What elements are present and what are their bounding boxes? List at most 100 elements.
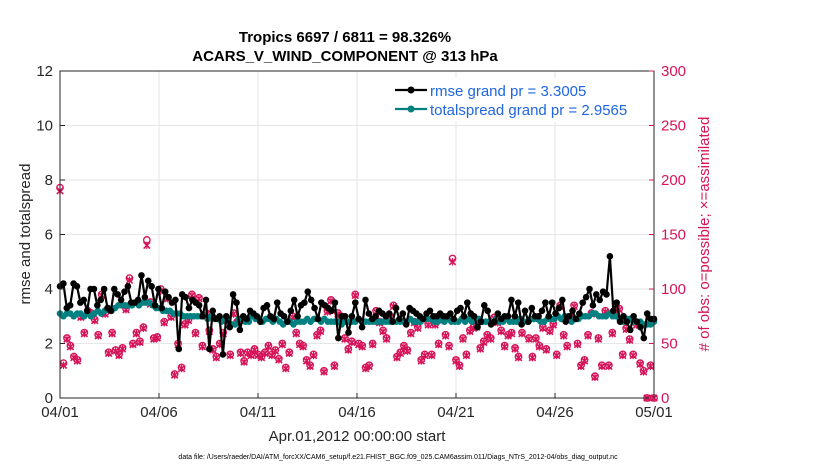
obs-assimilated-point <box>108 329 116 338</box>
obs-assimilated-point <box>136 338 144 347</box>
rmse-point <box>144 277 152 285</box>
rmse-point <box>253 312 261 320</box>
obs-assimilated-point <box>424 321 432 329</box>
rmse-point <box>613 299 620 306</box>
rmse-point <box>195 302 203 309</box>
rmse-point <box>165 293 172 301</box>
obs-assimilated-point <box>448 257 457 266</box>
obs-assimilated-point <box>254 351 262 360</box>
chart-title: Tropics 6697 / 6811 = 98.326% <box>239 29 451 46</box>
y-axis-left: 0 2 4 6 8 10 12 <box>36 63 65 407</box>
obs-assimilated-point <box>500 343 509 351</box>
y-right-tick-label: 150 <box>661 227 686 244</box>
obs-assimilated-point <box>170 371 179 379</box>
rmse-point <box>270 315 278 323</box>
obs-assimilated-point <box>80 329 89 338</box>
obs-assimilated-point <box>282 364 290 373</box>
obs-assimilated-point <box>348 338 356 347</box>
rmse-point <box>484 307 491 315</box>
rmse-point <box>565 312 573 320</box>
obs-assimilated-point <box>417 357 426 365</box>
rmse-point <box>263 302 271 309</box>
x-tick-label: 04/21 <box>437 404 475 421</box>
rmse-point <box>372 312 379 320</box>
rmse-point <box>460 312 468 320</box>
x-tick-label: 04/06 <box>140 404 178 421</box>
obs-assimilated-point <box>240 358 248 366</box>
obs-assimilated-point <box>497 327 505 336</box>
y-axis-right-label: # of obs: o=possible; ×=assimilated <box>696 117 713 352</box>
rmse-point <box>426 307 434 315</box>
obs-assimilated-point <box>153 334 162 342</box>
obs-assimilated-point <box>396 349 405 358</box>
rmse-point <box>94 302 101 309</box>
rmse-point <box>185 304 193 312</box>
rmse-point <box>559 296 566 304</box>
chart-subtitle: ACARS_V_WIND_COMPONENT @ 313 hPa <box>192 48 498 65</box>
rmse-point <box>623 318 631 326</box>
legend-totalspread-marker <box>407 105 415 113</box>
obs-assimilated-point <box>295 340 304 349</box>
obs-assimilated-point <box>594 335 603 343</box>
rmse-point <box>474 323 481 331</box>
rmse-point <box>280 312 288 320</box>
rmse-point <box>528 304 536 312</box>
rmse-point <box>389 318 396 326</box>
rmse-point <box>141 293 149 301</box>
x-axis-label: Apr.01,2012 00:00:00 start <box>269 428 447 445</box>
rmse-point <box>508 296 515 304</box>
y-left-tick-label: 8 <box>45 172 53 189</box>
y-left-tick-label: 4 <box>45 281 53 298</box>
legend-rmse-label: rmse grand pr = 3.3005 <box>430 83 586 100</box>
obs-assimilated-point <box>292 329 300 338</box>
rmse-point <box>284 318 291 326</box>
data-file-footer: data file: /Users/raeder/DAI/ATM_forcXX/… <box>178 454 618 461</box>
rmse-point <box>470 312 478 320</box>
rmse-point <box>331 299 339 306</box>
rmse-point <box>521 307 529 315</box>
obs-assimilated-point <box>598 362 606 371</box>
obs-assimilated-point <box>320 368 328 376</box>
obs-assimilated-point <box>539 324 547 333</box>
obs-assimilated-point <box>160 319 168 327</box>
obs-assimilated-point <box>445 343 453 351</box>
obs-assimilated-point <box>546 327 554 336</box>
rmse-point <box>328 307 335 315</box>
rmse-point <box>555 304 563 312</box>
obs-assimilated-point <box>243 349 252 358</box>
rmse-point <box>480 302 488 309</box>
obs-assimilated-point <box>368 340 377 349</box>
obs-assimilated-point <box>486 335 495 343</box>
rmse-point <box>294 312 301 320</box>
obs-assimilated-point <box>379 327 387 336</box>
obs-assimilated-point <box>63 335 71 343</box>
obs-assimilated-point <box>344 346 353 354</box>
rmse-point <box>643 310 651 317</box>
rmse-point <box>138 272 145 279</box>
obs-assimilated-point <box>528 353 537 362</box>
x-tick-label: 05/01 <box>635 404 673 421</box>
x-tick-label: 04/26 <box>536 404 574 421</box>
obs-assimilated-point <box>236 349 245 358</box>
obs-assimilated-point <box>143 241 151 250</box>
obs-assimilated-point <box>354 340 363 349</box>
obs-assimilated-point <box>577 362 585 371</box>
rmse-point <box>182 293 189 301</box>
rmse-point <box>633 318 641 326</box>
obs-assimilated-point <box>580 357 589 365</box>
rmse-point <box>352 299 359 306</box>
rmse-point <box>548 299 556 306</box>
obs-assimilated-point <box>462 351 471 360</box>
rmse-point <box>117 296 125 304</box>
legend-rmse-marker <box>407 86 415 94</box>
rmse-point <box>209 307 217 315</box>
y-right-tick-label: 300 <box>661 63 686 80</box>
obs-assimilated-point <box>261 349 269 358</box>
rmse-point <box>603 291 610 298</box>
obs-assimilated-point <box>591 373 599 382</box>
obs-assimilated-point <box>563 343 571 351</box>
x-tick-label: 04/11 <box>240 404 276 421</box>
x-tick-label: 04/01 <box>41 404 79 421</box>
y-axis-left-label: rmse and totalspread <box>17 164 34 305</box>
